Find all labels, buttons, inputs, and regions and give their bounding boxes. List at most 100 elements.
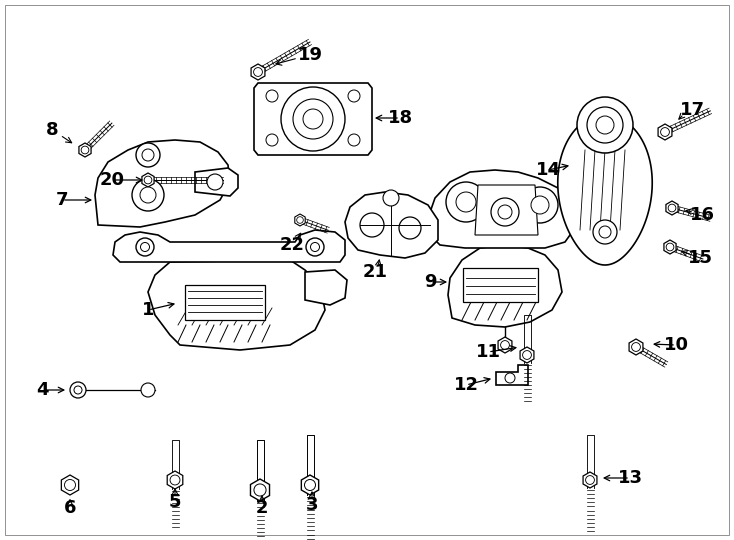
Circle shape [70,382,86,398]
Text: 1: 1 [142,301,154,319]
Text: 5: 5 [169,493,181,511]
Polygon shape [113,230,345,262]
Polygon shape [496,365,528,385]
Circle shape [501,341,509,349]
Text: 3: 3 [306,496,319,514]
Circle shape [144,176,152,184]
Text: 6: 6 [64,499,76,517]
Circle shape [523,350,531,360]
Circle shape [586,476,595,484]
Text: 14: 14 [536,161,561,179]
Circle shape [399,217,421,239]
Polygon shape [185,285,265,320]
Circle shape [140,187,156,203]
Polygon shape [305,270,347,305]
Circle shape [668,204,676,212]
Circle shape [141,383,155,397]
Circle shape [587,107,623,143]
Polygon shape [251,64,265,80]
Polygon shape [558,115,653,265]
Polygon shape [463,268,538,302]
Text: 20: 20 [100,171,125,189]
Circle shape [593,220,617,244]
Text: 12: 12 [454,376,479,394]
Polygon shape [295,214,305,226]
Circle shape [254,68,262,76]
Circle shape [306,238,324,256]
Text: 17: 17 [680,101,705,119]
Circle shape [310,242,319,252]
Circle shape [170,475,180,485]
Circle shape [81,146,89,154]
Polygon shape [428,170,575,248]
Text: 22: 22 [280,236,305,254]
Polygon shape [167,471,183,489]
Circle shape [383,190,399,206]
Polygon shape [79,143,91,157]
Circle shape [505,373,515,383]
Polygon shape [302,475,319,495]
Text: 21: 21 [363,263,388,281]
Text: 16: 16 [689,206,714,224]
Circle shape [254,484,266,496]
Polygon shape [583,472,597,488]
Polygon shape [148,260,325,350]
Circle shape [348,90,360,102]
Polygon shape [62,475,79,495]
Circle shape [293,99,333,139]
Circle shape [446,182,486,222]
Polygon shape [195,168,238,196]
Text: 11: 11 [476,343,501,361]
Polygon shape [629,339,643,355]
Text: 18: 18 [388,109,413,127]
Circle shape [577,97,633,153]
Circle shape [65,480,76,490]
Circle shape [132,179,164,211]
Circle shape [281,87,345,151]
Circle shape [305,480,316,490]
Circle shape [136,143,160,167]
Polygon shape [475,185,538,235]
Circle shape [74,386,82,394]
Circle shape [631,342,640,352]
Circle shape [207,174,223,190]
Polygon shape [666,201,678,215]
Circle shape [136,238,154,256]
Polygon shape [520,347,534,363]
Text: 7: 7 [56,191,68,209]
Polygon shape [498,337,512,353]
Text: 8: 8 [46,121,58,139]
Circle shape [266,134,278,146]
Polygon shape [254,83,372,155]
Polygon shape [95,140,230,227]
Circle shape [360,213,384,237]
Circle shape [140,242,150,252]
Text: 10: 10 [664,336,688,354]
Circle shape [456,192,476,212]
Polygon shape [658,124,672,140]
Circle shape [531,196,549,214]
Text: 15: 15 [688,249,713,267]
Polygon shape [664,240,676,254]
Circle shape [666,243,674,251]
Polygon shape [250,479,269,501]
Circle shape [596,116,614,134]
Circle shape [498,205,512,219]
Text: 4: 4 [36,381,48,399]
Circle shape [266,90,278,102]
Text: 2: 2 [255,499,268,517]
Circle shape [661,127,669,137]
Circle shape [491,198,519,226]
Text: 19: 19 [297,46,322,64]
Circle shape [303,109,323,129]
Polygon shape [345,192,438,258]
Circle shape [142,149,154,161]
Polygon shape [448,245,562,327]
Circle shape [297,217,303,224]
Text: 9: 9 [424,273,436,291]
Circle shape [348,134,360,146]
Polygon shape [142,173,154,187]
Circle shape [599,226,611,238]
Text: 13: 13 [617,469,642,487]
Circle shape [522,187,558,223]
